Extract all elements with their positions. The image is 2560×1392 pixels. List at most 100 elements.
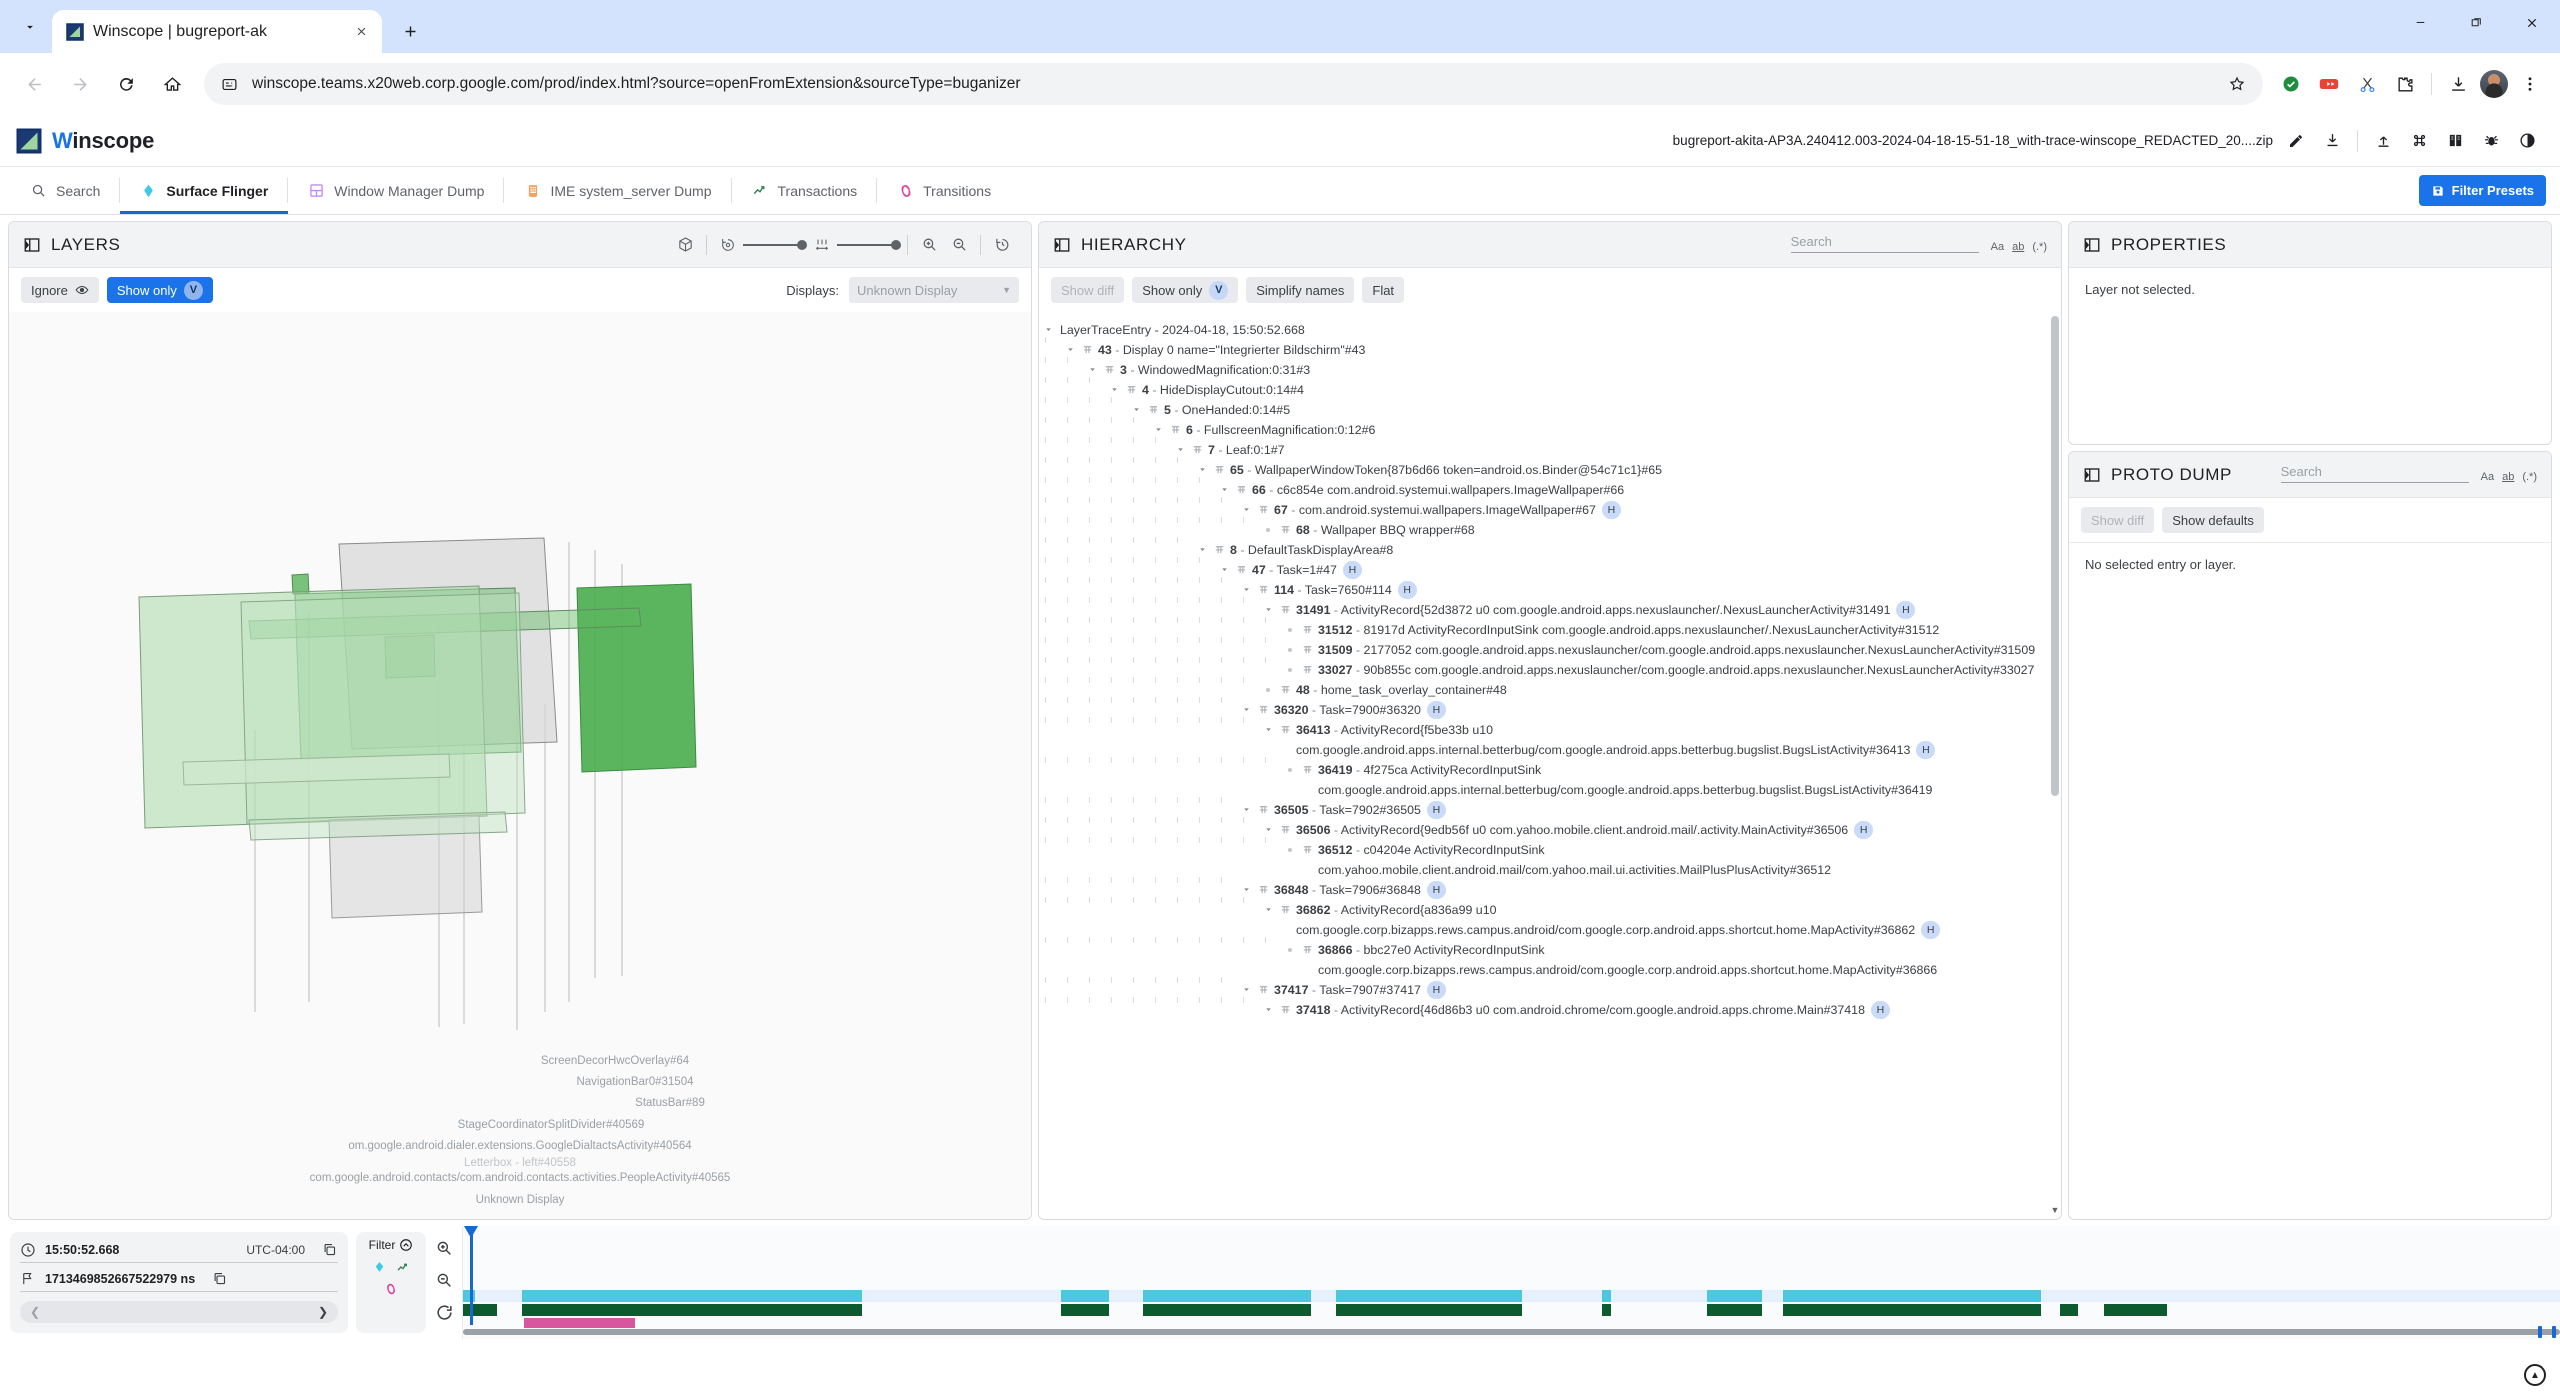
show-defaults-chip[interactable]: Show defaults [2162,507,2264,533]
tab-surface-flinger[interactable]: Surface Flinger [120,167,289,214]
rotation-slider[interactable] [743,239,807,250]
tab-transactions[interactable]: Transactions [732,167,878,214]
edit-pencil-icon[interactable] [2279,124,2313,158]
hierarchy-tree-node[interactable]: 36505 - Task=7902#36505 H [1039,797,2061,820]
shield-check-icon[interactable] [2273,66,2309,102]
extensions-icon[interactable] [2387,66,2423,102]
timeline-segment[interactable] [1602,1290,1611,1302]
home-icon[interactable] [150,62,194,106]
chevron-down-icon[interactable] [1149,420,1167,434]
chevron-down-icon[interactable] [1259,900,1277,914]
chevron-down-icon[interactable] [1127,400,1145,414]
ignore-chip[interactable]: Ignore [21,277,99,303]
shortcuts-icon[interactable] [2402,124,2436,158]
restore-icon[interactable] [2448,0,2504,45]
timeline-segment[interactable] [463,1290,475,1302]
display-select[interactable]: Unknown Display ▼ [849,277,1019,303]
hierarchy-tree-node[interactable]: 7 - Leaf:0:1#7 [1039,437,2061,460]
show-diff-chip[interactable]: Show diff [2081,507,2155,533]
layers-3d-viewer[interactable]: ScreenDecorHwcOverlay#64 NavigationBar0#… [9,312,1031,1219]
timeline-entry-nav[interactable]: ❮ ❯ [20,1301,338,1323]
hierarchy-tree-node[interactable]: 114 - Task=7650#114 H [1039,577,2061,600]
timeline-time-row[interactable]: 15:50:52.668 UTC-04:00 [20,1240,338,1263]
new-tab-icon[interactable] [390,11,430,51]
timeline-ns-row[interactable]: 1713469852667522979 ns [20,1269,338,1292]
hierarchy-tree-node[interactable]: 5 - OneHanded:0:14#5 [1039,397,2061,420]
timeline-segment[interactable] [1707,1304,1762,1316]
downloads-icon[interactable] [2440,66,2476,102]
timeline-segment[interactable] [1335,1290,1523,1302]
timeline-playhead[interactable] [464,1226,479,1325]
show-only-visible-chip[interactable]: Show only V [106,277,213,303]
browser-tab[interactable]: Winscope | bugreport-ak [52,10,382,53]
diamond-icon[interactable] [369,1258,389,1276]
tab-search-icon[interactable] [8,5,52,49]
timeline-track-transactions[interactable] [463,1304,2560,1316]
tab-window-manager-dump[interactable]: Window Manager Dump [288,167,505,214]
timeline-segment[interactable] [1060,1304,1110,1316]
hierarchy-tree-node[interactable]: 36862 - ActivityRecord{a836a99 u10 com.g… [1039,897,2061,940]
hierarchy-tree-node[interactable]: 67 - com.android.systemui.wallpapers.Ima… [1039,497,2061,520]
scroll-down-icon[interactable]: ▼ [2050,1205,2060,1215]
timeline-segment[interactable] [1782,1304,2041,1316]
timeline-segment[interactable] [1142,1304,1311,1316]
regex-icon[interactable]: (.*) [2522,471,2537,483]
chevron-down-icon[interactable] [1259,820,1277,834]
timeline-track-transitions[interactable] [463,1318,2560,1328]
timeline-segment[interactable] [1335,1304,1523,1316]
timeline-segment[interactable] [521,1290,862,1302]
copy-icon[interactable] [322,1242,338,1258]
hierarchy-tree-node[interactable]: 68 - Wallpaper BBQ wrapper#68 [1039,517,2061,540]
chevron-down-icon[interactable] [1061,340,1079,354]
hierarchy-tree-node[interactable]: LayerTraceEntry - 2024-04-18, 15:50:52.6… [1039,320,2061,340]
hierarchy-tree-node[interactable]: 36512 - c04204e ActivityRecordInputSink … [1039,837,2061,880]
scroll-to-top-icon[interactable]: ▲ [2524,1364,2546,1386]
layers-3d-canvas[interactable] [9,312,1031,1072]
show-only-visible-chip[interactable]: Show only V [1132,277,1239,303]
timeline-canvas[interactable] [462,1226,2560,1339]
chevron-down-icon[interactable] [1039,320,1057,334]
chevron-down-icon[interactable] [1171,440,1189,454]
collapse-panel-icon[interactable] [2083,236,2101,254]
dark-mode-icon[interactable] [2510,124,2544,158]
collapse-panel-icon[interactable] [2083,466,2101,484]
proto-dump-search-input[interactable]: Search [2280,464,2469,483]
match-case-icon[interactable]: Aa [1990,241,2005,253]
more-menu-icon[interactable] [2512,66,2548,102]
collapse-panel-icon[interactable] [23,236,41,254]
chevron-down-icon[interactable] [1237,980,1255,994]
rings-icon[interactable] [381,1280,401,1298]
timeline-segment[interactable] [2103,1304,2167,1316]
download-icon[interactable] [2315,124,2349,158]
timeline-segment[interactable] [521,1304,862,1316]
chevron-down-icon[interactable] [1259,720,1277,734]
chevron-down-icon[interactable] [1237,500,1255,514]
upload-icon[interactable] [2366,124,2400,158]
hierarchy-tree-node[interactable]: 3 - WindowedMagnification:0:31#3 [1039,357,2061,380]
chevron-down-icon[interactable] [1259,1000,1277,1014]
restore-icon[interactable] [435,1303,454,1327]
timeline-segment[interactable] [1602,1304,1611,1316]
tab-search[interactable]: Search [10,167,121,214]
profile-avatar[interactable] [2480,70,2508,98]
timeline-segment[interactable] [523,1318,636,1328]
timeline-track-surface-flinger[interactable] [463,1290,2560,1302]
hierarchy-tree-node[interactable]: 36848 - Task=7906#36848 H [1039,877,2061,900]
timeline-scrollbar[interactable] [463,1329,2560,1335]
hierarchy-tree-node[interactable]: 31509 - 2177052 com.google.android.apps.… [1039,637,2061,660]
chevron-down-icon[interactable] [1237,800,1255,814]
chevron-down-icon[interactable] [1215,560,1233,574]
spacing-slider[interactable] [837,239,901,250]
restore-view-icon[interactable] [987,230,1017,260]
hierarchy-tree-node[interactable]: 8 - DefaultTaskDisplayArea#8 [1039,537,2061,560]
zoom-in-icon[interactable] [914,230,944,260]
filter-presets-button[interactable]: Filter Presets [2418,175,2546,206]
hierarchy-tree-node[interactable]: 37418 - ActivityRecord{46d86b3 u0 com.an… [1039,997,2061,1020]
timeline-segment[interactable] [1060,1290,1110,1302]
hierarchy-tree-node[interactable]: 36506 - ActivityRecord{9edb56f u0 com.ya… [1039,817,2061,840]
hierarchy-tree-node[interactable]: 48 - home_task_overlay_container#48 [1039,677,2061,700]
zoom-out-icon[interactable] [944,230,974,260]
hierarchy-tree-node[interactable]: 65 - WallpaperWindowToken{87b6d66 token=… [1039,457,2061,480]
back-arrow-icon[interactable] [12,62,56,106]
hierarchy-tree-node[interactable]: 66 - c6c854e com.android.systemui.wallpa… [1039,477,2061,500]
